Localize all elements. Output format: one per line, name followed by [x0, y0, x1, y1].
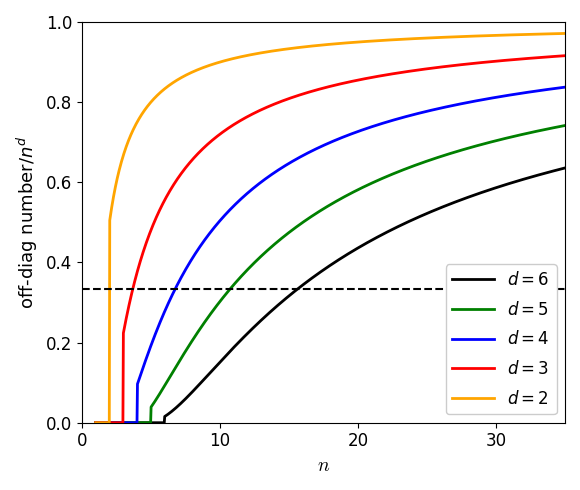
Line: $d = 2$: $d = 2$	[96, 33, 565, 423]
Y-axis label: off-diag number$/n^d$: off-diag number$/n^d$	[15, 136, 40, 309]
$d = 5$	[282, 232, 289, 238]
$d = 4$	[415, 111, 422, 117]
$d = 6$	[299, 282, 306, 288]
$d = 2$	[299, 44, 306, 50]
$d = 3$	[415, 67, 422, 73]
$d = 6$	[467, 194, 474, 199]
$d = 6$	[561, 165, 568, 171]
$d = 3$	[299, 91, 306, 97]
$d = 5$	[561, 122, 568, 128]
$d = 3$	[561, 53, 568, 59]
Legend: $d = 6$, $d = 5$, $d = 4$, $d = 3$, $d = 2$: $d = 6$, $d = 5$, $d = 4$, $d = 3$, $d =…	[446, 265, 557, 415]
$d = 2$	[140, 109, 147, 115]
Line: $d = 4$: $d = 4$	[96, 87, 565, 423]
$d = 3$	[282, 97, 289, 103]
$d = 2$	[467, 33, 474, 39]
$d = 6$	[458, 196, 465, 202]
$d = 2$	[458, 34, 465, 40]
$d = 5$	[92, 420, 99, 426]
$d = 5$	[299, 220, 306, 225]
$d = 4$	[561, 84, 568, 90]
$d = 4$	[140, 363, 147, 369]
Line: $d = 5$: $d = 5$	[96, 125, 565, 423]
$d = 5$	[140, 420, 147, 426]
$d = 3$	[140, 248, 147, 254]
$d = 4$	[92, 420, 99, 426]
Line: $d = 6$: $d = 6$	[96, 168, 565, 423]
$d = 6$	[140, 420, 147, 426]
$d = 3$	[467, 61, 474, 67]
$d = 2$	[282, 46, 289, 52]
$d = 3$	[458, 62, 465, 68]
$d = 4$	[458, 101, 465, 107]
$d = 4$	[467, 99, 474, 105]
$d = 4$	[282, 163, 289, 169]
$d = 2$	[92, 420, 99, 426]
$d = 5$	[415, 161, 422, 167]
X-axis label: $n$: $n$	[317, 456, 330, 475]
$d = 4$	[299, 153, 306, 159]
$d = 2$	[561, 30, 568, 36]
$d = 6$	[92, 420, 99, 426]
Line: $d = 3$: $d = 3$	[96, 56, 565, 423]
$d = 3$	[92, 420, 99, 426]
$d = 6$	[282, 296, 289, 302]
$d = 2$	[415, 35, 422, 41]
$d = 5$	[467, 145, 474, 150]
$d = 6$	[415, 215, 422, 220]
$d = 5$	[458, 147, 465, 153]
